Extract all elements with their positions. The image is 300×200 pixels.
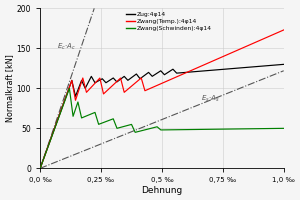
Legend: Zug:4φ14, Zwang(Temp.):4φ14, Zwang(Schwinden):4φ14: Zug:4φ14, Zwang(Temp.):4φ14, Zwang(Schwi… — [124, 10, 214, 34]
Text: $E_c\!\cdot\!A_c$: $E_c\!\cdot\!A_c$ — [57, 41, 76, 52]
Y-axis label: Normalkraft [kN]: Normalkraft [kN] — [5, 54, 14, 122]
X-axis label: Dehnung: Dehnung — [141, 186, 183, 195]
Text: $E_s\!\cdot\!A_s$: $E_s\!\cdot\!A_s$ — [201, 94, 220, 104]
